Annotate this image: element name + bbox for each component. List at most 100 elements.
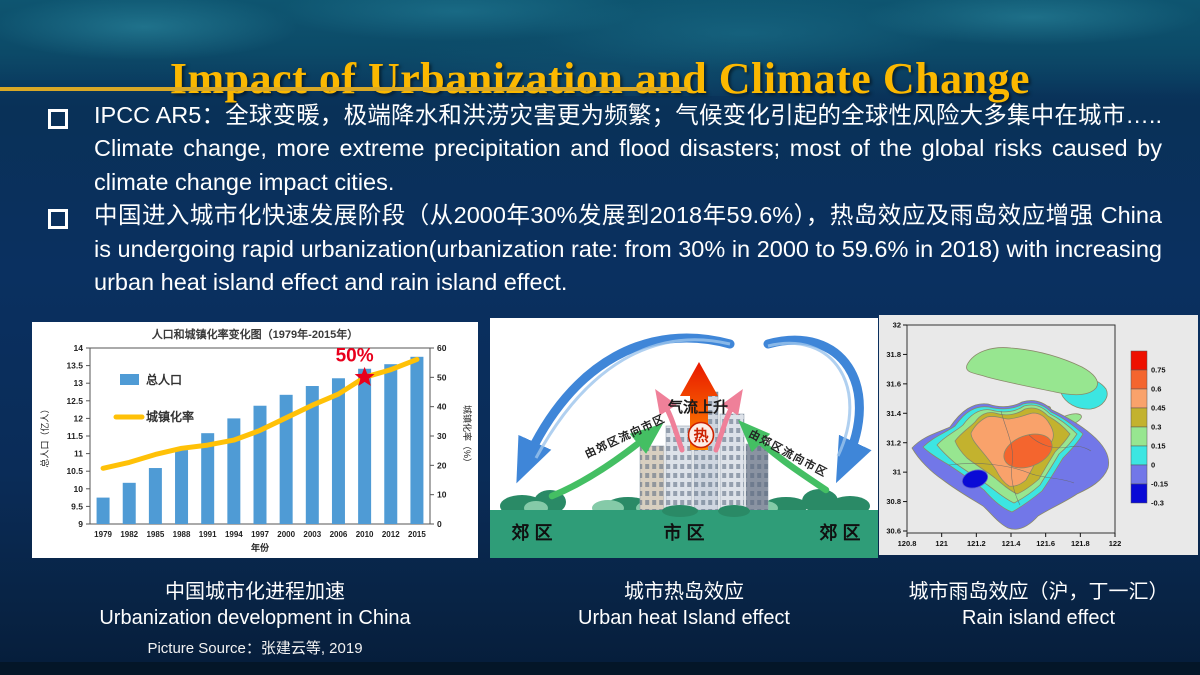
ground-label-suburb-right: 郊 区 xyxy=(819,522,860,543)
bushes-front xyxy=(662,505,750,517)
svg-text:30.6: 30.6 xyxy=(886,527,901,536)
caption-rain-island: 城市雨岛效应（沪，丁一汇） Rain island effect xyxy=(879,580,1198,630)
ground-label-urban: 市 区 xyxy=(663,522,704,543)
svg-text:10: 10 xyxy=(74,484,84,494)
rising-air-label: 气流上升 xyxy=(667,398,728,416)
svg-text:11: 11 xyxy=(74,449,83,459)
svg-text:121.2: 121.2 xyxy=(967,539,986,548)
ground-band xyxy=(490,510,878,558)
svg-text:12.5: 12.5 xyxy=(66,396,83,406)
caption-en: Urbanization development in China xyxy=(99,607,411,629)
map-colorbar: 0.75 0.6 0.45 0.3 0.15 0 -0.15 -0.3 xyxy=(1130,350,1168,508)
svg-text:13.5: 13.5 xyxy=(66,361,83,371)
svg-text:城镇化率: 城镇化率 xyxy=(146,409,194,424)
svg-text:0: 0 xyxy=(1151,461,1155,470)
svg-text:-0.15: -0.15 xyxy=(1151,480,1168,489)
svg-text:1982: 1982 xyxy=(120,530,138,539)
svg-text:31.6: 31.6 xyxy=(886,379,901,388)
district-boundaries xyxy=(948,410,1092,506)
caption-en: Urban heat Island effect xyxy=(578,607,790,629)
map-contours xyxy=(911,347,1110,530)
rising-air-side-arrow-left xyxy=(655,388,685,453)
svg-text:0: 0 xyxy=(437,519,442,529)
heat-island-diagram: 气流上升 热 由郊区流向市区 由郊区流向市区 郊 区 市 区 郊 区 xyxy=(490,333,878,558)
svg-text:14: 14 xyxy=(74,343,84,353)
map-axes: 32 31.8 31.6 31.4 31.2 31 30.8 30.6 120.8 121 121.… xyxy=(886,321,1121,548)
svg-text:32: 32 xyxy=(893,321,901,330)
hot-label: 热 xyxy=(693,427,708,445)
svg-text:9: 9 xyxy=(78,519,83,529)
svg-text:1991: 1991 xyxy=(199,530,217,539)
svg-text:总人口（亿人）: 总人口（亿人） xyxy=(39,404,50,467)
caption-en: Rain island effect xyxy=(961,607,1116,629)
svg-text:人口和城镇化率变化图（1979年-2015年）: 人口和城镇化率变化图（1979年-2015年） xyxy=(152,327,359,341)
svg-text:121.4: 121.4 xyxy=(1002,539,1022,548)
svg-text:9.5: 9.5 xyxy=(71,501,83,511)
svg-text:0.75: 0.75 xyxy=(1151,366,1166,375)
svg-text:0.45: 0.45 xyxy=(1151,404,1166,413)
bullet-item: IPCC AR5：全球变暖，极端降水和洪涝灾害更为频繁；气候变化引起的全球性风险… xyxy=(46,99,1162,199)
svg-text:31.4: 31.4 xyxy=(886,409,901,418)
bottom-strip xyxy=(0,662,1200,675)
rain-island-panel: 32 31.8 31.6 31.4 31.2 31 30.8 30.6 120.8 121 121.… xyxy=(879,315,1198,555)
svg-text:0.3: 0.3 xyxy=(1151,423,1161,432)
caption-zh: 中国城市化进程加速 xyxy=(165,581,345,603)
svg-text:20: 20 xyxy=(437,460,447,470)
caption-zh: 城市热岛效应 xyxy=(624,581,744,603)
building-windows xyxy=(640,392,768,510)
svg-text:13: 13 xyxy=(74,378,84,388)
caption-urbanization: 中国城市化进程加速 Urbanization development in Ch… xyxy=(32,580,478,658)
svg-text:31: 31 xyxy=(893,468,901,477)
bullet-item: 中国进入城市化快速发展阶段（从2000年30%发展到2018年59.6%），热岛… xyxy=(46,199,1162,299)
svg-text:121: 121 xyxy=(935,539,948,548)
rain-island-map: 32 31.8 31.6 31.4 31.2 31 30.8 30.6 120.8 121 121.… xyxy=(886,321,1168,548)
svg-text:31.8: 31.8 xyxy=(886,350,901,359)
heat-island-panel: 气流上升 热 由郊区流向市区 由郊区流向市区 郊 区 市 区 郊 区 xyxy=(490,318,878,558)
svg-text:40: 40 xyxy=(437,402,447,412)
svg-text:31.2: 31.2 xyxy=(886,438,901,447)
urbanization-chart-panel: 人口和城镇化率变化图（1979年-2015年） 9 9.5 10 10.5 11 11.5 1… xyxy=(32,322,478,558)
svg-text:0.6: 0.6 xyxy=(1151,385,1161,394)
title-underline xyxy=(0,87,688,91)
svg-text:121.8: 121.8 xyxy=(1071,539,1090,548)
square-bullet-icon xyxy=(48,209,68,230)
svg-text:30.8: 30.8 xyxy=(886,497,901,506)
svg-text:10: 10 xyxy=(437,490,447,500)
svg-text:1979: 1979 xyxy=(94,530,112,539)
svg-text:总人口: 总人口 xyxy=(146,372,182,387)
svg-text:2012: 2012 xyxy=(382,530,400,539)
svg-text:-0.3: -0.3 xyxy=(1151,499,1164,508)
caption-zh: 城市雨岛效应（沪，丁一汇） xyxy=(908,581,1169,603)
page-title: Impact of Urbanization and Climate Chang… xyxy=(169,54,1031,104)
svg-text:50: 50 xyxy=(437,372,447,382)
svg-text:30: 30 xyxy=(437,431,447,441)
svg-text:1994: 1994 xyxy=(225,530,243,539)
bullet-list: IPCC AR5：全球变暖，极端降水和洪涝灾害更为频繁；气候变化引起的全球性风险… xyxy=(46,99,1162,299)
svg-text:121.6: 121.6 xyxy=(1036,539,1055,548)
inflow-arrow-left xyxy=(548,423,664,500)
svg-text:年份: 年份 xyxy=(251,542,270,553)
descending-air-highlight-left xyxy=(534,338,731,459)
svg-text:60: 60 xyxy=(437,343,447,353)
caption-source: Picture Source：张建云等, 2019 xyxy=(147,640,363,657)
bullet-text: IPCC AR5：全球变暖，极端降水和洪涝灾害更为频繁；气候变化引起的全球性风险… xyxy=(94,102,1162,195)
svg-text:2000: 2000 xyxy=(277,530,295,539)
descending-air-arrow-right xyxy=(763,335,872,484)
rising-air-side-arrow-right xyxy=(713,388,743,453)
svg-text:10.5: 10.5 xyxy=(66,466,83,476)
svg-text:1985: 1985 xyxy=(146,530,164,539)
svg-text:0.15: 0.15 xyxy=(1151,442,1166,451)
svg-text:1988: 1988 xyxy=(173,530,191,539)
rising-air-arrow xyxy=(680,362,718,450)
svg-text:2003: 2003 xyxy=(303,530,321,539)
ground-label-suburb-left: 郊 区 xyxy=(511,522,552,543)
svg-text:2010: 2010 xyxy=(356,530,374,539)
bullet-text: 中国进入城市化快速发展阶段（从2000年30%发展到2018年59.6%），热岛… xyxy=(94,202,1162,296)
inflow-arrow-right xyxy=(738,420,830,494)
urbanization-chart: 人口和城镇化率变化图（1979年-2015年） 9 9.5 10 10.5 11 11.5 1… xyxy=(39,327,473,553)
square-bullet-icon xyxy=(48,109,68,129)
svg-text:2015: 2015 xyxy=(408,530,426,539)
hot-seal-circle xyxy=(687,421,715,449)
svg-text:12: 12 xyxy=(74,413,84,423)
descending-air-highlight-right xyxy=(767,341,852,457)
